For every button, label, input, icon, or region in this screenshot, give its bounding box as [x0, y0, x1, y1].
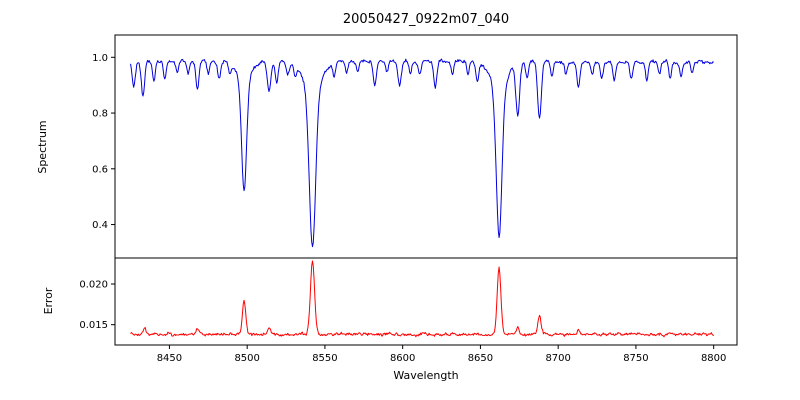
y-axis-label-error: Error — [42, 287, 55, 314]
error-panel-border — [114, 257, 738, 346]
x-tick-label: 8550 — [312, 353, 337, 364]
x-tick-label: 8800 — [701, 353, 726, 364]
y-tick-label: 0.8 — [92, 109, 108, 120]
y-axis-label-spectrum: Spectrum — [36, 120, 49, 173]
x-tick-label: 8600 — [390, 353, 415, 364]
x-tick-label: 8750 — [623, 353, 648, 364]
y-tick-label: 0.4 — [92, 220, 108, 231]
chart-title: 20050427_0922m07_040 — [343, 12, 509, 27]
spectrum-panel-border — [114, 34, 738, 259]
y-tick-label: 1.0 — [92, 53, 108, 64]
error-line — [130, 260, 714, 338]
x-axis-label: Wavelength — [393, 369, 458, 382]
x-tick-label: 8450 — [157, 353, 182, 364]
x-tick-label: 8700 — [545, 353, 570, 364]
y-tick-label: 0.6 — [92, 164, 108, 175]
y-tick-label: 0.020 — [79, 280, 108, 291]
spectrum-line — [130, 58, 714, 248]
x-tick-label: 8500 — [234, 353, 259, 364]
x-tick-label: 8650 — [468, 353, 493, 364]
y-tick-label: 0.015 — [79, 320, 108, 331]
